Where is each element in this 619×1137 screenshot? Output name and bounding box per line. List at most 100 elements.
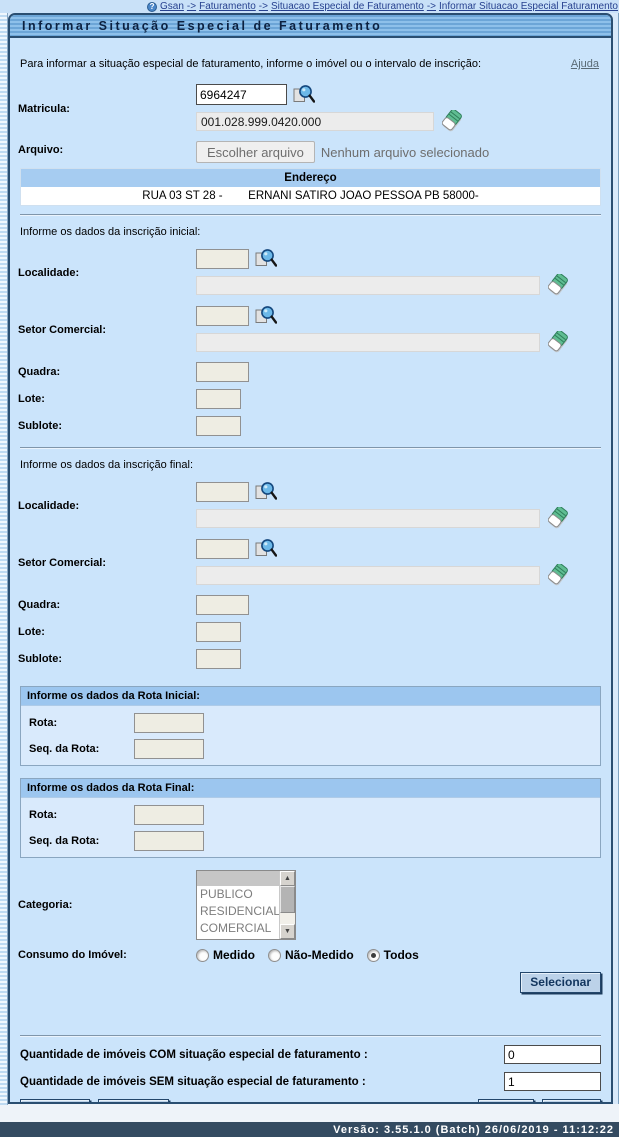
seq-rota-label: Seq. da Rota:: [29, 835, 100, 847]
divider: [20, 447, 601, 449]
qty-com-label: Quantidade de imóveis COM situação espec…: [20, 1048, 368, 1061]
desfazer-button[interactable]: Desfazer: [20, 1099, 91, 1102]
radio-nao-medido[interactable]: Não-Medido: [268, 948, 354, 962]
localidade-final-block: Localidade:: [18, 481, 603, 530]
scroll-thumb[interactable]: [280, 886, 295, 913]
breadcrumb-link-gsan[interactable]: Gsan: [160, 1, 184, 12]
divider: [20, 1035, 601, 1037]
breadcrumb-link-faturamento[interactable]: Faturamento: [199, 1, 256, 12]
qty-sem-input[interactable]: [504, 1072, 601, 1091]
lote-final-input[interactable]: [196, 622, 241, 642]
localidade-label: Localidade:: [18, 266, 80, 279]
scroll-up-icon[interactable]: ▲: [280, 871, 295, 886]
page-title: Informar Situação Especial de Faturament…: [10, 15, 611, 38]
categoria-option[interactable]: COMERCIAL: [200, 921, 272, 935]
lote-label: Lote:: [18, 626, 45, 638]
rota-inicial-heading: Informe os dados da Rota Inicial:: [21, 687, 600, 706]
localidade-inicial-input[interactable]: [196, 248, 249, 269]
localidade-inicial-block: Localidade:: [18, 248, 603, 297]
rota-final-heading: Informe os dados da Rota Final:: [21, 779, 600, 798]
arquivo-status: Nenhum arquivo selecionado: [320, 144, 490, 160]
inscricao-final-heading: Informe os dados da inscrição final:: [20, 459, 194, 471]
rota-inicial-input[interactable]: [134, 713, 204, 733]
breadcrumb-link-informar[interactable]: Informar Situacao Especial Faturamento: [439, 1, 618, 12]
rota-final-row: Rota:: [29, 805, 592, 825]
localidade-final-input[interactable]: [196, 481, 249, 502]
seq-rota-inicial-row: Seq. da Rota:: [29, 739, 592, 759]
sublote-inicial-row: Sublote:: [18, 416, 603, 436]
search-icon[interactable]: [292, 84, 316, 105]
radio-medido-label: Medido: [213, 948, 255, 962]
categoria-option-selected[interactable]: [197, 871, 279, 886]
escolher-arquivo-button[interactable]: Escolher arquivo: [196, 141, 315, 163]
window-edge-decoration: [0, 13, 8, 1105]
breadcrumb-separator: ->: [186, 1, 197, 12]
form-content: Para informar a situação especial de fat…: [10, 38, 611, 1102]
quadra-final-row: Quadra:: [18, 595, 603, 615]
endereco-header: Endereço: [21, 169, 600, 187]
rota-inicial-box: Informe os dados da Rota Inicial: Rota: …: [20, 686, 601, 766]
matricula-input[interactable]: [196, 84, 287, 105]
eraser-icon[interactable]: [547, 562, 569, 587]
radio-icon[interactable]: [196, 948, 209, 962]
setor-inicial-input[interactable]: [196, 305, 249, 326]
search-icon[interactable]: [254, 305, 278, 326]
rota-final-input[interactable]: [134, 805, 204, 825]
setor-comercial-label: Setor Comercial:: [18, 323, 107, 336]
inserir-button[interactable]: Inserir: [477, 1099, 535, 1102]
quadra-final-input[interactable]: [196, 595, 249, 615]
scroll-down-icon[interactable]: ▼: [280, 924, 295, 939]
eraser-icon[interactable]: [547, 505, 569, 530]
localidade-final-display: [196, 509, 540, 528]
eraser-icon[interactable]: [441, 108, 463, 133]
qty-sem-label: Quantidade de imóveis SEM situação espec…: [20, 1075, 366, 1088]
search-icon[interactable]: [254, 248, 278, 269]
arquivo-label: Arquivo:: [18, 144, 64, 156]
categoria-listbox[interactable]: PUBLICO RESIDENCIAL COMERCIAL ▲ ▼: [196, 870, 296, 940]
inscricao-final-section: Informe os dados da inscrição final: Loc…: [18, 457, 603, 676]
sublote-label: Sublote:: [18, 420, 62, 432]
setor-final-block: Setor Comercial:: [18, 538, 603, 587]
bottom-gap: [0, 1104, 619, 1122]
breadcrumb-separator: ->: [258, 1, 268, 12]
search-icon[interactable]: [254, 481, 278, 502]
quadra-inicial-input[interactable]: [196, 362, 249, 382]
lote-inicial-row: Lote:: [18, 389, 603, 409]
seq-rota-inicial-input[interactable]: [134, 739, 204, 759]
qty-com-input[interactable]: [504, 1045, 601, 1064]
setor-inicial-block: Setor Comercial:: [18, 305, 603, 354]
seq-rota-final-row: Seq. da Rota:: [29, 831, 592, 851]
setor-final-input[interactable]: [196, 538, 249, 559]
categoria-option[interactable]: PUBLICO: [200, 887, 253, 901]
ajuda-link[interactable]: Ajuda: [570, 58, 599, 70]
help-icon[interactable]: ?: [147, 1, 158, 12]
quadra-label: Quadra:: [18, 599, 61, 611]
breadcrumb-link-situacao[interactable]: Situacao Especial de Faturamento: [270, 1, 424, 12]
retirar-button[interactable]: Retirar: [542, 1099, 601, 1102]
localidade-inicial-display: [196, 276, 540, 295]
eraser-icon[interactable]: [547, 272, 569, 297]
sublote-final-input[interactable]: [196, 649, 241, 669]
radio-todos[interactable]: Todos: [366, 948, 419, 962]
selecionar-button[interactable]: Selecionar: [520, 972, 601, 993]
radio-icon-checked[interactable]: [366, 948, 380, 962]
eraser-icon[interactable]: [547, 329, 569, 354]
sublote-final-row: Sublote:: [18, 649, 603, 669]
lote-label: Lote:: [18, 393, 45, 405]
sublote-inicial-input[interactable]: [196, 416, 241, 436]
footer-version-bar: Versão: 3.55.1.0 (Batch) 26/06/2019 - 11…: [0, 1122, 619, 1137]
setor-comercial-label: Setor Comercial:: [18, 556, 107, 569]
cancelar-button[interactable]: Cancelar: [98, 1099, 169, 1102]
categoria-option[interactable]: RESIDENCIAL: [200, 904, 279, 918]
search-icon[interactable]: [254, 538, 278, 559]
quadra-inicial-row: Quadra:: [18, 362, 603, 382]
divider: [20, 214, 601, 216]
listbox-scrollbar[interactable]: ▲ ▼: [279, 871, 295, 939]
radio-icon[interactable]: [268, 948, 281, 962]
lote-inicial-input[interactable]: [196, 389, 241, 409]
seq-rota-final-input[interactable]: [134, 831, 204, 851]
intro-text: Para informar a situação especial de fat…: [20, 58, 482, 70]
breadcrumb-separator: ->: [426, 1, 437, 12]
radio-medido[interactable]: Medido: [196, 948, 255, 962]
